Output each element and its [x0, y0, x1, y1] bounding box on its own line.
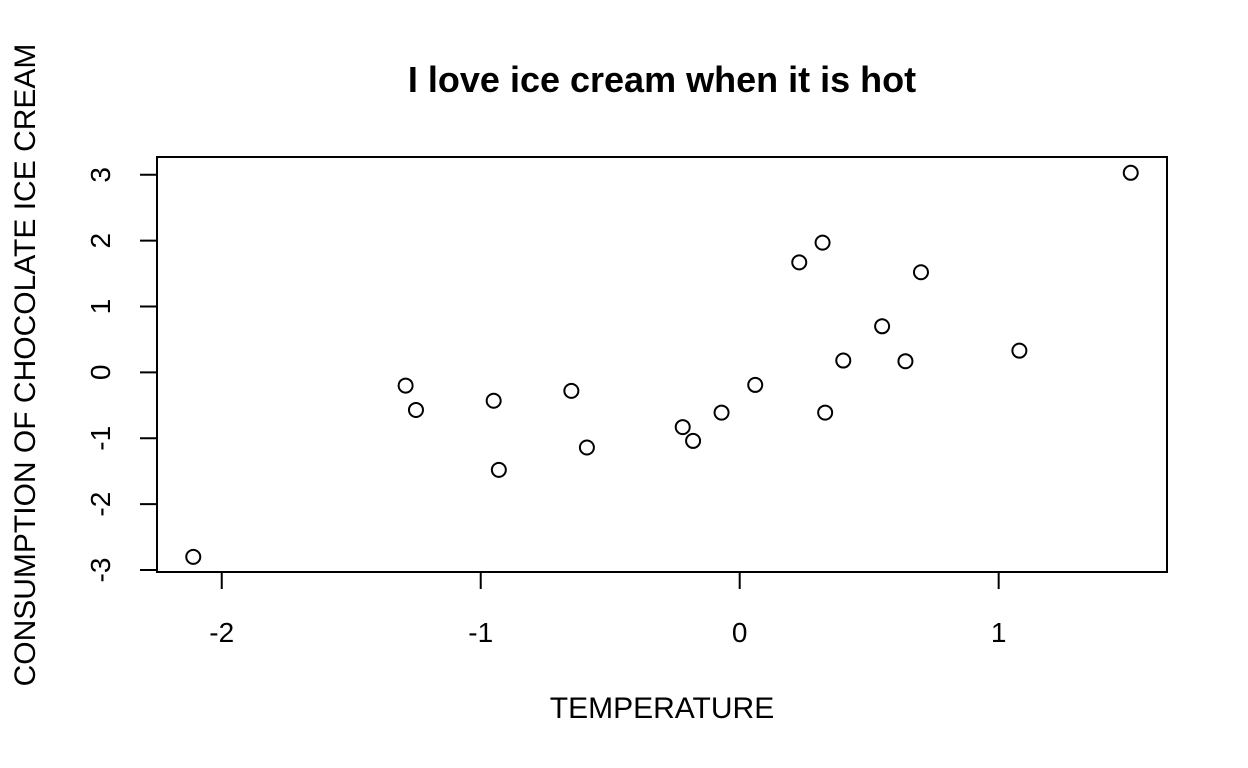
data-point: [747, 376, 764, 393]
data-point: [835, 352, 852, 369]
x-tick-label: 1: [991, 617, 1007, 648]
y-tick-label: -1: [85, 426, 116, 451]
y-tick-label: -3: [85, 558, 116, 583]
y-tick-label: 0: [85, 365, 116, 381]
data-points: [185, 164, 1139, 565]
y-tick-label: -2: [85, 492, 116, 517]
y-tick-label: 1: [85, 299, 116, 315]
data-point: [407, 401, 424, 418]
x-tick-label: -1: [468, 617, 493, 648]
chart-title: I love ice cream when it is hot: [408, 59, 916, 100]
x-tick-label: -2: [209, 617, 234, 648]
y-axis: -3 -2 -1 0 1 2 3: [85, 167, 157, 582]
plot-frame: [156, 156, 1168, 573]
data-point: [1011, 342, 1028, 359]
data-point: [1122, 164, 1139, 181]
data-point: [713, 404, 730, 421]
data-point: [897, 353, 914, 370]
y-tick-label: 3: [85, 167, 116, 183]
data-point: [185, 548, 202, 565]
data-point: [397, 377, 414, 394]
data-point: [578, 439, 595, 456]
y-tick-label: 2: [85, 233, 116, 249]
x-axis: -2 -1 0 1: [209, 572, 1006, 648]
data-point: [791, 254, 808, 271]
x-tick-label: 0: [732, 617, 748, 648]
data-point: [912, 264, 929, 281]
data-point: [563, 382, 580, 399]
data-point: [490, 461, 507, 478]
data-point: [485, 392, 502, 409]
y-axis-label: CONSUMPTION OF CHOCOLATE ICE CREAM: [9, 44, 42, 687]
data-point: [874, 318, 891, 335]
data-point: [685, 432, 702, 449]
data-point: [814, 234, 831, 251]
data-point: [817, 404, 834, 421]
data-point: [674, 419, 691, 436]
x-axis-label: TEMPERATURE: [550, 692, 774, 725]
